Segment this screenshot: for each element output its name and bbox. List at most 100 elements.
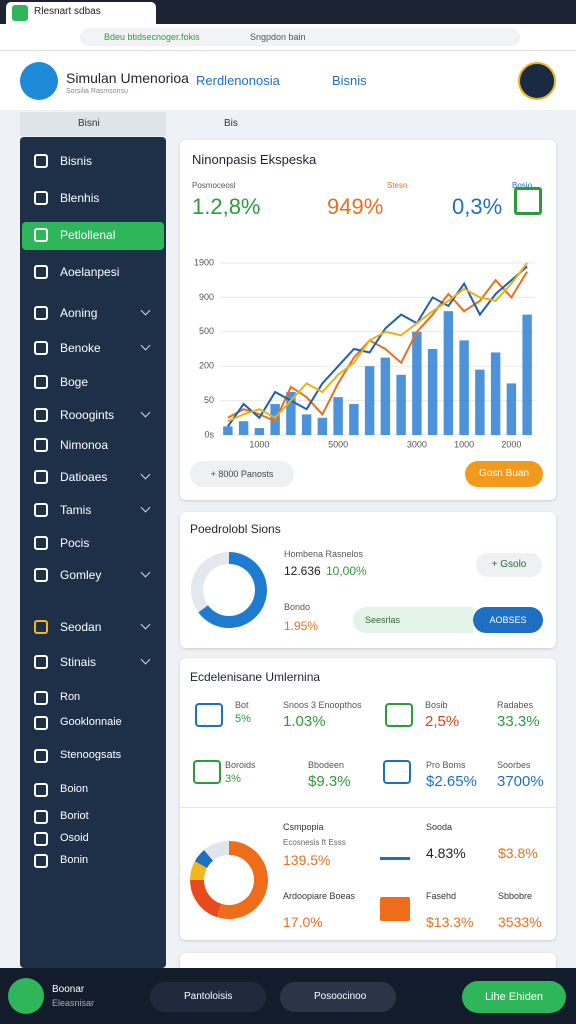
icon — [193, 760, 221, 784]
sidebar-item[interactable]: Stinais — [60, 655, 97, 669]
donut-segment — [190, 879, 222, 918]
value: 1.95% — [284, 619, 319, 633]
sidebar-item[interactable]: Bisnis — [60, 154, 93, 168]
item-icon — [34, 265, 48, 279]
url-hint: Sngpdon bain — [250, 32, 306, 42]
header-link[interactable]: Bisnis — [332, 73, 367, 88]
stat-label: Bosib — [425, 700, 448, 710]
stat-label: Bbodeen — [308, 760, 345, 770]
item-icon — [34, 854, 48, 868]
sidebar-tab[interactable]: Bis — [224, 118, 238, 129]
sidebar-item[interactable]: Petlollenal — [60, 228, 116, 242]
stat-value: 4.83% — [426, 845, 466, 861]
stat-value: 3700% — [497, 773, 544, 790]
stat-value: $2.65% — [426, 773, 477, 790]
item-icon — [34, 375, 48, 389]
donut-segment — [204, 841, 230, 862]
sidebar-item[interactable]: Aoning — [60, 306, 98, 320]
tab-icon — [12, 5, 28, 21]
bar — [475, 369, 485, 435]
divider — [180, 807, 556, 808]
sidebar-top — [20, 112, 166, 136]
sidebar-item[interactable]: Ron — [60, 691, 81, 703]
sidebar-item[interactable]: Seodan — [60, 620, 102, 634]
sidebar-item[interactable]: Pocis — [60, 536, 90, 550]
stat-value: 17.0% — [283, 914, 323, 930]
bar — [286, 392, 296, 435]
stat-value: $13.3% — [426, 914, 474, 930]
sidebar-item[interactable]: Rooogints — [60, 408, 115, 422]
bar — [223, 426, 233, 435]
pill[interactable]: Pantoloisis — [150, 982, 266, 1012]
donut — [190, 841, 268, 919]
item-icon — [34, 783, 48, 797]
app-icon — [8, 978, 44, 1014]
chart-title: Ninonpasis Ekspeska — [192, 152, 317, 167]
bar — [490, 352, 501, 435]
sidebar-item[interactable]: Osoid — [60, 832, 89, 844]
toggle[interactable]: Seesrlas — [353, 607, 473, 633]
donut-segment — [190, 861, 208, 881]
sidebar-tab[interactable]: Bisni — [78, 118, 100, 129]
sidebar-item[interactable]: Tamis — [60, 503, 92, 517]
y-tick-label: 200 — [199, 361, 214, 371]
button[interactable]: Lihe Ehiden — [462, 981, 566, 1013]
header-link[interactable]: Rerdlenonosia — [196, 73, 280, 88]
donut-segment — [216, 841, 268, 919]
chart: 0s 50 200 500 900 1900 1000 5000 3000 1000 2000 — [194, 257, 535, 449]
donut — [191, 552, 267, 628]
stat-value: $3.8% — [498, 845, 538, 861]
tab[interactable] — [6, 2, 156, 24]
bar — [254, 428, 265, 435]
stat-label: Pro Boms — [426, 760, 466, 770]
sidebar-item[interactable]: Gomley — [60, 568, 102, 582]
url-field[interactable] — [80, 28, 520, 46]
line — [227, 265, 528, 427]
icon — [383, 760, 411, 784]
bar — [522, 314, 532, 435]
sidebar-item[interactable]: Boriot — [60, 810, 89, 822]
x-tick-label: 2000 — [501, 439, 521, 449]
donut-segment — [191, 552, 230, 613]
toggle[interactable]: AOBSES — [473, 607, 543, 633]
sidebar-item[interactable]: Boion — [60, 783, 89, 795]
y-tick-label: 900 — [199, 292, 214, 302]
stat-label: Fasehd — [426, 891, 457, 901]
url[interactable]: Bdeu btidsecnoger.fokis — [104, 32, 200, 42]
button[interactable]: + Gsolo — [476, 553, 542, 577]
sidebar-item[interactable]: Aoelanpesi — [60, 265, 120, 279]
stat-label: Ecosnesis ft Esss — [283, 838, 346, 847]
stat-value: $9.3% — [308, 773, 351, 790]
stat-label: Sooda — [426, 822, 453, 832]
item-icon — [34, 470, 48, 484]
sidebar-item[interactable]: Stenoogsats — [60, 749, 122, 761]
label: Bondo — [284, 602, 311, 612]
item-icon — [34, 655, 48, 669]
stat-label: Bosio — [512, 181, 533, 190]
bar — [317, 417, 328, 435]
stat-value: 949% — [327, 194, 384, 219]
icon — [380, 897, 410, 921]
sidebar-item[interactable]: Datioaes — [60, 470, 108, 484]
stat-label: Ardoopiare Boeas — [283, 891, 356, 901]
item-icon — [34, 503, 48, 517]
item-icon — [34, 810, 48, 824]
tab-title[interactable]: Rlesnart sdbas — [34, 6, 101, 17]
sidebar-item[interactable]: Bonin — [60, 854, 89, 866]
footer-title: Boonar — [52, 984, 85, 995]
bar — [349, 404, 359, 435]
pill[interactable]: Posoocinoo — [280, 982, 396, 1012]
donut-segment — [198, 552, 267, 628]
avatar[interactable] — [518, 62, 556, 100]
button[interactable]: + 8000 Panosts — [190, 461, 294, 487]
sidebar-item[interactable]: Boge — [60, 375, 89, 389]
button[interactable]: Gosn Buan — [465, 461, 543, 487]
sidebar-item[interactable]: Blenhis — [60, 191, 100, 205]
item-icon — [34, 832, 48, 846]
x-tick-label: 1000 — [454, 439, 474, 449]
sidebar-item[interactable]: Gooklonnaie — [60, 716, 122, 728]
sidebar-item[interactable]: Nimonoa — [60, 438, 109, 452]
bar — [412, 331, 422, 435]
sidebar-item[interactable]: Benoke — [60, 341, 101, 355]
